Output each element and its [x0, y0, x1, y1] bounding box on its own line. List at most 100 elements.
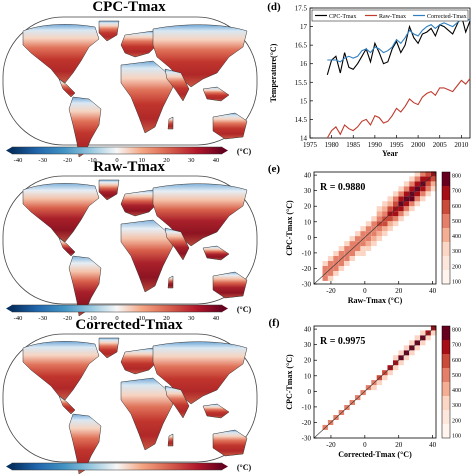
- heatmap-cell: [420, 171, 426, 177]
- colorbar-tick-label: 30: [188, 157, 195, 164]
- heatmap-cell: [365, 246, 372, 251]
- heatmap-cell: [382, 231, 388, 237]
- heatmap-cell: [376, 211, 383, 217]
- y-tick-label: 0: [308, 234, 312, 242]
- colorbar-unit: (°C): [237, 463, 252, 472]
- heatmap-cell: [376, 380, 383, 386]
- colorbar-tick-label: -20: [63, 315, 72, 322]
- heatmap-cell: [387, 226, 393, 232]
- y-axis-label: CPC-Tmax (°C): [285, 354, 294, 410]
- y-tick-label: 16: [300, 60, 308, 68]
- heatmap-cell: [398, 196, 404, 202]
- colorbar-tick-label: -30: [38, 315, 47, 322]
- heatmap-cell: [376, 216, 383, 222]
- heatmap-cell: [403, 191, 410, 197]
- heatmap-cell: [393, 196, 399, 202]
- heatmap-cell: [425, 181, 431, 187]
- colorbar-bar: [11, 304, 223, 313]
- colorbar-tick-label: 400: [452, 234, 461, 240]
- colorbar-segment: [442, 214, 450, 228]
- heatmap-cell: [360, 246, 366, 251]
- heatmap-cell: [382, 226, 388, 232]
- legend-label: Raw-Tmax: [379, 14, 406, 20]
- heatmap-cell: [409, 340, 415, 346]
- colorbar-bar: [11, 462, 223, 471]
- x-tick-label: 2005: [433, 141, 448, 149]
- heatmap-cell: [409, 176, 415, 182]
- colorbar-frame: [441, 325, 451, 439]
- heatmap-e: (e) -30 -20 -10 0 10 20 30 40 -20 0 20 40 Raw-Tmax (°…: [268, 163, 461, 305]
- heatmap-cell: [403, 186, 410, 192]
- y-tick-label: -20: [302, 419, 312, 427]
- heatmap-cell: [414, 171, 420, 177]
- panel-label: (e): [268, 163, 281, 175]
- heatmap-cell: [409, 196, 415, 202]
- series-line-cpc-tmax: [326, 13, 471, 76]
- x-tick-label: 2010: [454, 141, 469, 149]
- colorbar-1: -40 -30 -20 -10 0 10 20 30 40 (°C): [6, 146, 251, 164]
- colorbar-tick-label: 700: [452, 343, 461, 349]
- heatmap-cell: [393, 365, 399, 371]
- heatmap-cell: [430, 181, 437, 187]
- heatmap-cell: [344, 261, 350, 266]
- heatmap-cell: [393, 355, 399, 361]
- y-axis-label: CPC-Tmax (°C): [285, 200, 294, 256]
- heatmap-cell: [387, 370, 393, 376]
- heatmap-cell: [409, 350, 415, 356]
- heatmap-cell: [398, 216, 404, 222]
- heatmap-cell: [409, 206, 415, 212]
- heatmap-cell: [338, 261, 345, 266]
- heatmap-cell: [387, 206, 393, 212]
- x-axis-label: Raw-Tmax (°C): [348, 296, 403, 305]
- y-tick-label: -20: [302, 265, 312, 273]
- colorbar-tick-label: -30: [38, 157, 47, 164]
- heatmap-cell: [382, 206, 388, 212]
- heatmap-cell: [387, 221, 393, 227]
- x-tick-label: 40: [429, 441, 437, 449]
- series-line-raw-tmax: [326, 78, 471, 139]
- y-tick-label: 14.5: [295, 116, 308, 124]
- colorbar-tick-label: 800: [452, 328, 461, 334]
- colorbar-bar: [11, 146, 223, 155]
- colorbar-2: -40 -30 -20 -10 0 10 20 30 40 (°C): [6, 304, 251, 322]
- y-tick-label: 20: [304, 203, 312, 211]
- heatmap-cell: [365, 221, 372, 227]
- panel-label: (f): [269, 317, 280, 329]
- heatmap-cell: [409, 201, 415, 207]
- heatmap-cell: [414, 191, 420, 197]
- colorbar-tick-label: -10: [88, 315, 97, 322]
- line-chart-d: (d) 14 14.5 15 15.5 16 16.5 17 17.5 1975 1980 1985 1…: [267, 1, 471, 158]
- y-tick-label: 14: [300, 135, 308, 143]
- heatmap-cell: [387, 216, 393, 222]
- colorbar-segment: [442, 326, 450, 340]
- y-tick-label: 17: [300, 23, 308, 31]
- colorbar-arrow-right: [222, 305, 228, 312]
- heatmap-cell: [322, 266, 328, 271]
- density-colorbar: 800 700 600 500 400 300 200 100: [441, 171, 461, 286]
- plot-frame: [309, 7, 471, 139]
- heatmap-cell: [349, 256, 355, 261]
- heatmap-cell: [414, 345, 420, 351]
- one-to-one-line: [313, 171, 437, 285]
- map-corrected-tmax: [2, 333, 258, 474]
- x-tick-label: 1980: [325, 141, 340, 149]
- heatmap-cell: [414, 201, 420, 207]
- y-tick-label: 15: [300, 97, 308, 105]
- heatmap-cell: [414, 176, 420, 182]
- legend-label: CPC-Tmax: [329, 14, 356, 20]
- map-cpc-tmax: [2, 16, 258, 158]
- x-axis-label: Year: [382, 149, 398, 158]
- heatmap-cell: [414, 196, 420, 202]
- heatmap-cell: [420, 330, 426, 336]
- colorbar-tick-label: -40: [14, 157, 23, 164]
- plot-frame: [313, 171, 437, 285]
- y-tick-label: 15.5: [295, 79, 308, 87]
- heatmap-cell: [409, 186, 415, 192]
- heatmap-cell: [430, 330, 437, 336]
- heatmap-cell: [327, 275, 334, 281]
- colorbar-tick-label: 600: [452, 358, 461, 364]
- colorbar-segment: [442, 340, 450, 354]
- heatmap-cell: [360, 226, 366, 232]
- heatmap-cell: [382, 375, 388, 381]
- heatmap-cell: [414, 181, 420, 187]
